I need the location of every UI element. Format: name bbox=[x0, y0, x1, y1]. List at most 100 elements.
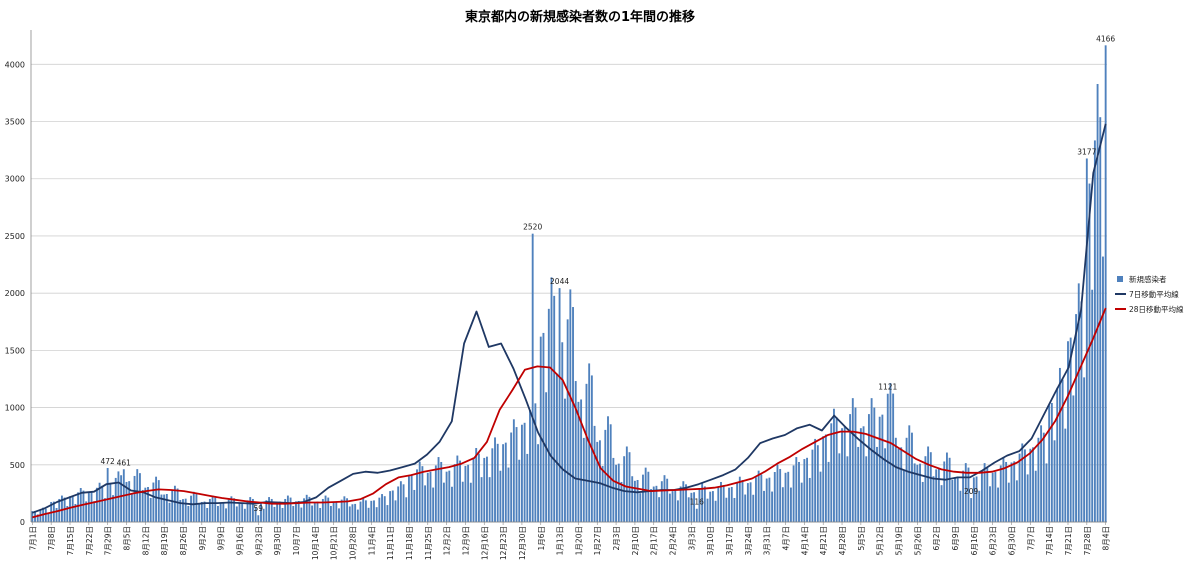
bar bbox=[98, 482, 101, 522]
bar bbox=[978, 490, 981, 522]
bar bbox=[873, 407, 876, 522]
bar bbox=[354, 503, 357, 522]
bar bbox=[908, 425, 911, 522]
bar bbox=[1042, 432, 1045, 522]
bar bbox=[929, 452, 932, 522]
legend-label-28day: 28日移動平均線 bbox=[1129, 304, 1184, 314]
y-tick-label: 4000 bbox=[5, 60, 25, 69]
bar bbox=[601, 465, 604, 522]
bar bbox=[101, 485, 104, 522]
bar bbox=[564, 398, 566, 522]
bar bbox=[1083, 377, 1086, 522]
bar bbox=[566, 319, 569, 522]
x-tick-label: 8月4日 bbox=[1102, 526, 1111, 551]
bar bbox=[284, 498, 287, 522]
bar bbox=[464, 465, 467, 522]
bar bbox=[574, 381, 577, 522]
bar bbox=[658, 497, 661, 522]
bar bbox=[518, 459, 521, 522]
bar bbox=[1088, 183, 1091, 523]
bar bbox=[889, 383, 892, 522]
y-tick-label: 500 bbox=[10, 461, 25, 470]
bar bbox=[147, 486, 149, 522]
bar bbox=[300, 507, 303, 522]
bar bbox=[970, 498, 973, 522]
bar bbox=[426, 472, 429, 522]
bar bbox=[456, 455, 459, 522]
bar bbox=[356, 509, 359, 522]
bar bbox=[394, 500, 397, 522]
bar bbox=[547, 308, 550, 522]
bar bbox=[902, 470, 905, 522]
bar bbox=[128, 481, 131, 522]
bar bbox=[502, 444, 505, 522]
bar bbox=[948, 457, 951, 522]
bar bbox=[946, 452, 948, 522]
bar bbox=[120, 475, 123, 522]
bar bbox=[483, 457, 486, 522]
y-tick-label: 2000 bbox=[5, 289, 25, 298]
bar bbox=[1080, 301, 1083, 522]
bar bbox=[451, 486, 453, 522]
bar bbox=[305, 494, 308, 522]
x-tick-label: 12月30日 bbox=[518, 526, 527, 560]
bar bbox=[814, 438, 817, 522]
data-label: 461 bbox=[117, 458, 132, 467]
x-tick-label: 9月30日 bbox=[273, 526, 282, 555]
bar bbox=[760, 474, 763, 522]
bar bbox=[534, 403, 537, 522]
bar bbox=[682, 481, 685, 522]
x-tick-label: 9月2日 bbox=[198, 526, 207, 551]
bar bbox=[612, 457, 615, 522]
bar bbox=[276, 501, 279, 522]
bar bbox=[972, 477, 975, 522]
bar bbox=[771, 491, 774, 522]
bar bbox=[340, 499, 343, 522]
bar bbox=[321, 498, 324, 522]
bar bbox=[257, 515, 260, 522]
bar bbox=[262, 508, 265, 522]
bar bbox=[989, 486, 991, 522]
bar bbox=[225, 508, 227, 522]
bar bbox=[838, 453, 841, 522]
bar bbox=[410, 475, 413, 522]
x-tick-label: 11月18日 bbox=[405, 526, 414, 560]
x-tick-label: 7月8日 bbox=[47, 526, 56, 551]
bar bbox=[74, 503, 77, 522]
bar bbox=[303, 498, 305, 522]
bar bbox=[55, 507, 58, 522]
x-tick-label: 11月25日 bbox=[424, 526, 433, 560]
bar bbox=[999, 465, 1002, 522]
bar bbox=[254, 506, 257, 522]
data-label: 3177 bbox=[1077, 147, 1096, 156]
data-label: 4166 bbox=[1096, 34, 1115, 43]
bar bbox=[93, 501, 96, 522]
bar bbox=[486, 456, 488, 522]
bar bbox=[408, 476, 410, 522]
bar bbox=[109, 482, 112, 522]
bar bbox=[867, 414, 870, 522]
bar bbox=[1067, 341, 1069, 522]
bar bbox=[375, 507, 378, 522]
bar bbox=[639, 493, 642, 522]
bar bbox=[585, 383, 588, 522]
bar bbox=[381, 494, 383, 522]
bar bbox=[351, 504, 354, 522]
bar bbox=[130, 493, 133, 522]
bar bbox=[60, 495, 63, 522]
x-tick-label: 10月28日 bbox=[348, 526, 357, 560]
x-tick-label: 10月21日 bbox=[330, 526, 339, 560]
bar bbox=[1048, 405, 1051, 522]
bar bbox=[1075, 314, 1077, 522]
bar bbox=[994, 471, 997, 522]
bar bbox=[937, 468, 940, 522]
bar bbox=[243, 508, 246, 522]
x-tick-label: 1月13日 bbox=[556, 526, 565, 555]
x-tick-label: 5月19日 bbox=[895, 526, 904, 555]
bar bbox=[219, 502, 222, 522]
bar bbox=[335, 502, 338, 522]
bar bbox=[523, 422, 526, 522]
bar bbox=[722, 485, 725, 522]
bar-series bbox=[31, 45, 1107, 523]
